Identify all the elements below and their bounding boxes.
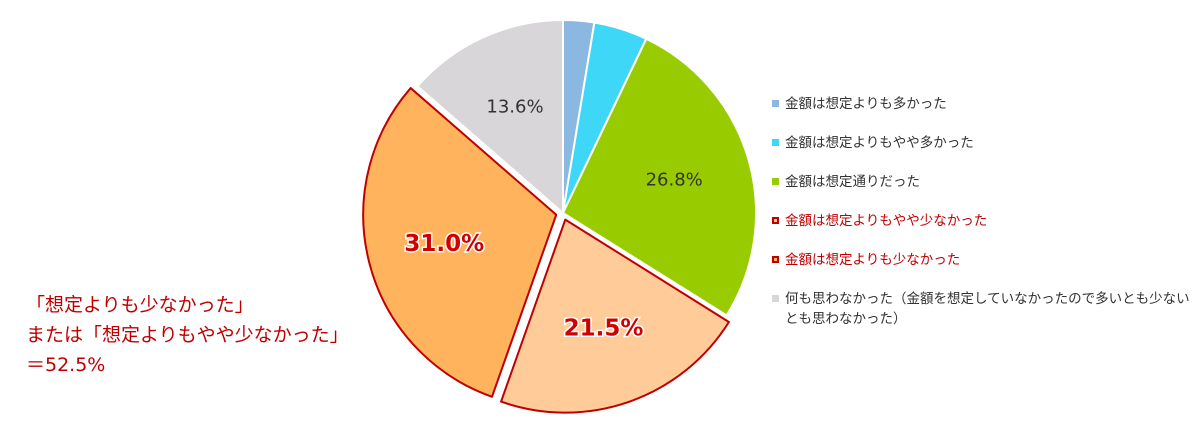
legend-item: 金額は想定よりも多かった: [772, 94, 1192, 133]
legend-label: 金額は想定よりも少なかった: [785, 252, 961, 268]
legend-label: 金額は想定よりもやや多かった: [785, 135, 974, 151]
pie-slice: [500, 218, 730, 414]
legend-label: 金額は想定よりも多かった: [785, 96, 947, 112]
legend-item: 何も思わなかった（金額を想定していなかったので多いとも少ないとも思わなかった）: [772, 289, 1192, 328]
data-label: 21.5%: [564, 315, 644, 341]
legend-swatch: [772, 100, 779, 107]
annotation-line: ＝52.5%: [26, 354, 106, 376]
legend-swatch: [772, 178, 779, 185]
legend-swatch: [772, 217, 779, 224]
pie-slice: [362, 87, 558, 398]
annotation-line: または「想定よりもやや少なかった」: [26, 324, 349, 346]
pie-slice: [562, 37, 757, 317]
legend-item: 金額は想定よりもやや多かった: [772, 133, 1192, 172]
annotation: 「想定よりも少なかった」または「想定よりもやや少なかった」 ＝52.5%: [26, 290, 349, 380]
legend-label: 何も思わなかった（金額を想定していなかったので多いとも少ないとも思わなかった）: [785, 291, 1190, 327]
legend-swatch: [772, 295, 779, 302]
legend: 金額は想定よりも多かった金額は想定よりもやや多かった 金額は想定通りだった金額は想…: [772, 94, 1192, 328]
annotation-line: 「想定よりも少なかった」: [26, 294, 254, 316]
legend-swatch: [772, 139, 779, 146]
legend-label: 金額は想定通りだった: [785, 174, 920, 190]
legend-label: 金額は想定よりもやや少なかった: [785, 213, 988, 229]
legend-item: 金額は想定よりもやや少なかった: [772, 211, 1192, 250]
data-label: 31.0%: [404, 231, 484, 257]
data-label: 13.6%: [486, 97, 543, 118]
legend-swatch: [772, 256, 779, 263]
data-label: 26.8%: [646, 170, 703, 191]
legend-item: 金額は想定よりも少なかった: [772, 250, 1192, 289]
pie-slice: [416, 19, 564, 214]
legend-item: 金額は想定通りだった: [772, 172, 1192, 211]
